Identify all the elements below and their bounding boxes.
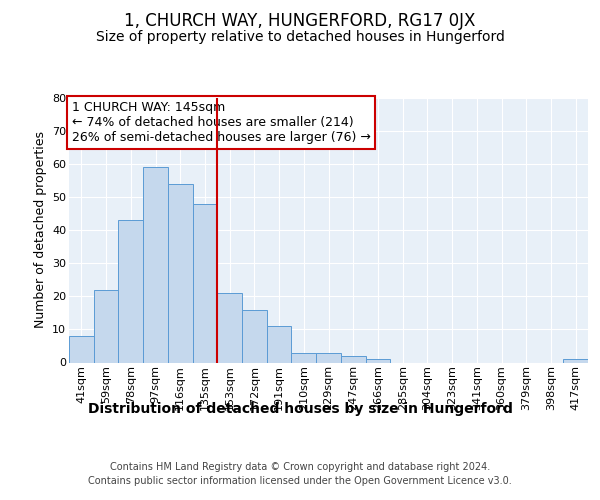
Text: Contains HM Land Registry data © Crown copyright and database right 2024.: Contains HM Land Registry data © Crown c… (110, 462, 490, 472)
Bar (143, 167, 168, 362)
Bar (365, 359, 390, 362)
Bar (94, 290, 118, 362)
Bar (341, 356, 365, 362)
Bar (193, 204, 217, 362)
Bar (292, 352, 316, 362)
Text: Size of property relative to detached houses in Hungerford: Size of property relative to detached ho… (95, 30, 505, 44)
Bar (563, 359, 588, 362)
Text: 1 CHURCH WAY: 145sqm
← 74% of detached houses are smaller (214)
26% of semi-deta: 1 CHURCH WAY: 145sqm ← 74% of detached h… (71, 102, 370, 144)
Bar (168, 184, 193, 362)
Bar (69, 336, 94, 362)
Text: Contains public sector information licensed under the Open Government Licence v3: Contains public sector information licen… (88, 476, 512, 486)
Bar (316, 352, 341, 362)
Bar (267, 326, 292, 362)
Bar (242, 310, 267, 362)
Bar (118, 220, 143, 362)
Text: Distribution of detached houses by size in Hungerford: Distribution of detached houses by size … (88, 402, 512, 416)
Text: 1, CHURCH WAY, HUNGERFORD, RG17 0JX: 1, CHURCH WAY, HUNGERFORD, RG17 0JX (124, 12, 476, 30)
Bar (217, 293, 242, 362)
Y-axis label: Number of detached properties: Number of detached properties (34, 132, 47, 328)
